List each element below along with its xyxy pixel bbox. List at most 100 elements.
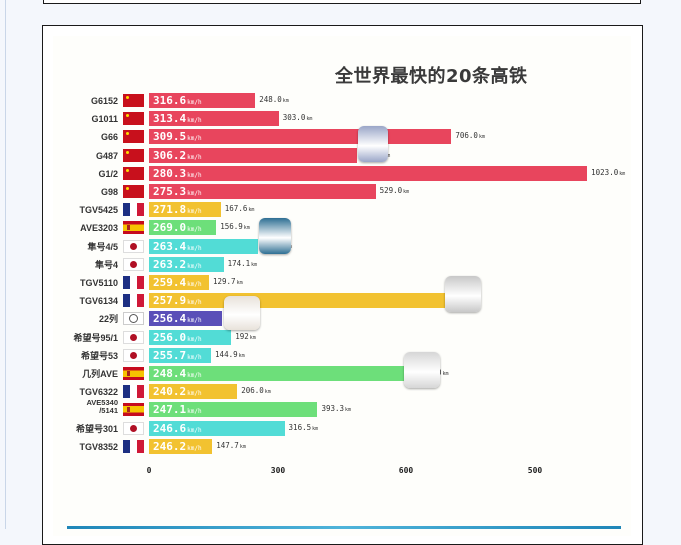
chart-title: 全世界最快的20条高铁 <box>335 66 528 87</box>
distance-value: 303.0km <box>282 113 313 123</box>
bar-row: G1011 313.4km/h 303.0km <box>0 111 681 127</box>
speed-value: 255.7km/h <box>153 348 202 362</box>
flag-jp-icon <box>123 330 144 344</box>
distance-bar <box>149 438 213 454</box>
flag-es-icon <box>123 403 144 417</box>
train-label: 几列AVE <box>82 369 118 379</box>
distance-value: 706.0km <box>455 131 485 141</box>
page-left-border <box>5 0 6 529</box>
distance-bar <box>149 311 222 327</box>
distance-bar <box>149 238 259 254</box>
train-image <box>445 276 481 312</box>
flag-cn-icon <box>123 166 144 180</box>
flag-fr-icon <box>123 385 144 399</box>
train-label: G98 <box>100 187 118 197</box>
train-label: 希望号53 <box>80 350 118 361</box>
previous-content-card <box>43 0 641 4</box>
distance-value: 206.0km <box>241 386 271 396</box>
train-label: 隼号4/5 <box>87 241 118 252</box>
distance-value: 1023.0km <box>591 167 626 177</box>
train-label: TGV8352 <box>79 441 118 452</box>
distance-value: 393.3km <box>321 404 352 414</box>
flag-cn-icon <box>123 94 144 107</box>
distance-value: 529.0km <box>379 186 410 195</box>
speed-value: 246.2km/h <box>153 439 202 453</box>
distance-bar <box>149 184 376 199</box>
distance-value: 144.9km <box>215 349 245 359</box>
train-label: G1011 <box>91 114 118 125</box>
x-axis-tick-label: 300 <box>270 466 286 475</box>
speed-value: 256.0km/h <box>153 330 202 344</box>
bar-row: 希望号53 255.7km/h 144.9km <box>0 347 681 364</box>
train-label: AVE5340 /5141 <box>86 398 118 416</box>
x-axis-tick-label: 600 <box>398 466 414 475</box>
speed-value: 275.3km/h <box>153 185 202 198</box>
train-image <box>404 352 440 388</box>
distance-bar <box>149 293 445 309</box>
distance-value: 167.6km <box>224 204 255 214</box>
bar-row: G6152 316.6km/h 248.0km <box>0 93 681 109</box>
speed-value: 306.2km/h <box>153 148 202 162</box>
distance-value: 156.9km <box>220 222 250 232</box>
bottom-accent-band <box>67 526 621 529</box>
distance-bar <box>149 202 221 218</box>
distance-value: 129.7km <box>213 277 243 286</box>
speed-value: 240.2km/h <box>153 385 202 399</box>
train-label: 希望号301 <box>75 423 118 434</box>
distance-value: 316.5km <box>288 422 319 432</box>
distance-bar <box>149 366 415 381</box>
flag-jp-icon <box>123 421 144 435</box>
flag-fr-icon <box>123 439 144 453</box>
bar-row: AVE3203 269.0km/h 156.9km <box>0 220 681 236</box>
distance-value: 192km <box>235 331 256 341</box>
train-label: G66 <box>100 132 118 143</box>
distance-bar <box>149 329 232 345</box>
speed-value: 256.4km/h <box>153 312 202 326</box>
speed-value: 263.4km/h <box>153 239 202 253</box>
flag-cn-icon <box>123 130 144 144</box>
bar-row: 隼号4 263.2km/h 174.1km <box>0 256 681 273</box>
flag-fr-icon <box>123 294 144 308</box>
train-label: G6152 <box>90 96 118 106</box>
distance-bar <box>149 275 209 290</box>
x-axis-tick-label: 500 <box>527 466 543 475</box>
speed-value: 247.1km/h <box>153 403 202 417</box>
flag-es-icon <box>123 367 144 380</box>
train-label: 22列 <box>98 314 118 325</box>
train-label: TGV6134 <box>79 296 118 307</box>
distance-value: 174.1km <box>227 258 258 268</box>
train-label: G1/2 <box>98 168 118 179</box>
flag-fr-icon <box>123 203 144 217</box>
speed-value: 259.4km/h <box>153 276 202 289</box>
flag-tw-icon <box>123 312 144 326</box>
train-label: TGV5110 <box>79 278 118 288</box>
train-label: G487 <box>95 150 118 161</box>
train-label: TGV6322 <box>79 387 118 398</box>
speed-value: 248.4km/h <box>153 367 202 380</box>
flag-jp-icon <box>123 239 144 253</box>
speed-value: 246.6km/h <box>153 421 202 435</box>
bar-row: G1/2 280.3km/h 1023.0km <box>0 165 681 182</box>
x-axis-tick-label: 0 <box>146 466 152 475</box>
distance-bar <box>149 220 217 236</box>
distance-bar <box>149 347 212 363</box>
distance-bar <box>149 111 279 127</box>
train-image <box>358 126 388 162</box>
train-label: TGV5425 <box>79 205 118 216</box>
flag-es-icon <box>123 221 144 235</box>
bar-row: G98 275.3km/h 529.0km <box>0 184 681 200</box>
speed-value: 271.8km/h <box>153 203 202 217</box>
bar-row: G66 309.5km/h 706.0km <box>0 129 681 145</box>
flag-cn-icon <box>123 148 144 162</box>
train-label: 希望号95/1 <box>73 332 118 343</box>
bar-row: TGV5110 259.4km/h 129.7km <box>0 275 681 291</box>
bar-row: 希望号301 246.6km/h 316.5km <box>0 420 681 437</box>
train-image <box>259 218 291 254</box>
bar-row: TGV6322 240.2km/h 206.0km <box>0 384 681 400</box>
distance-bar <box>149 402 318 418</box>
bar-row: TGV5425 271.8km/h 167.6km <box>0 202 681 218</box>
